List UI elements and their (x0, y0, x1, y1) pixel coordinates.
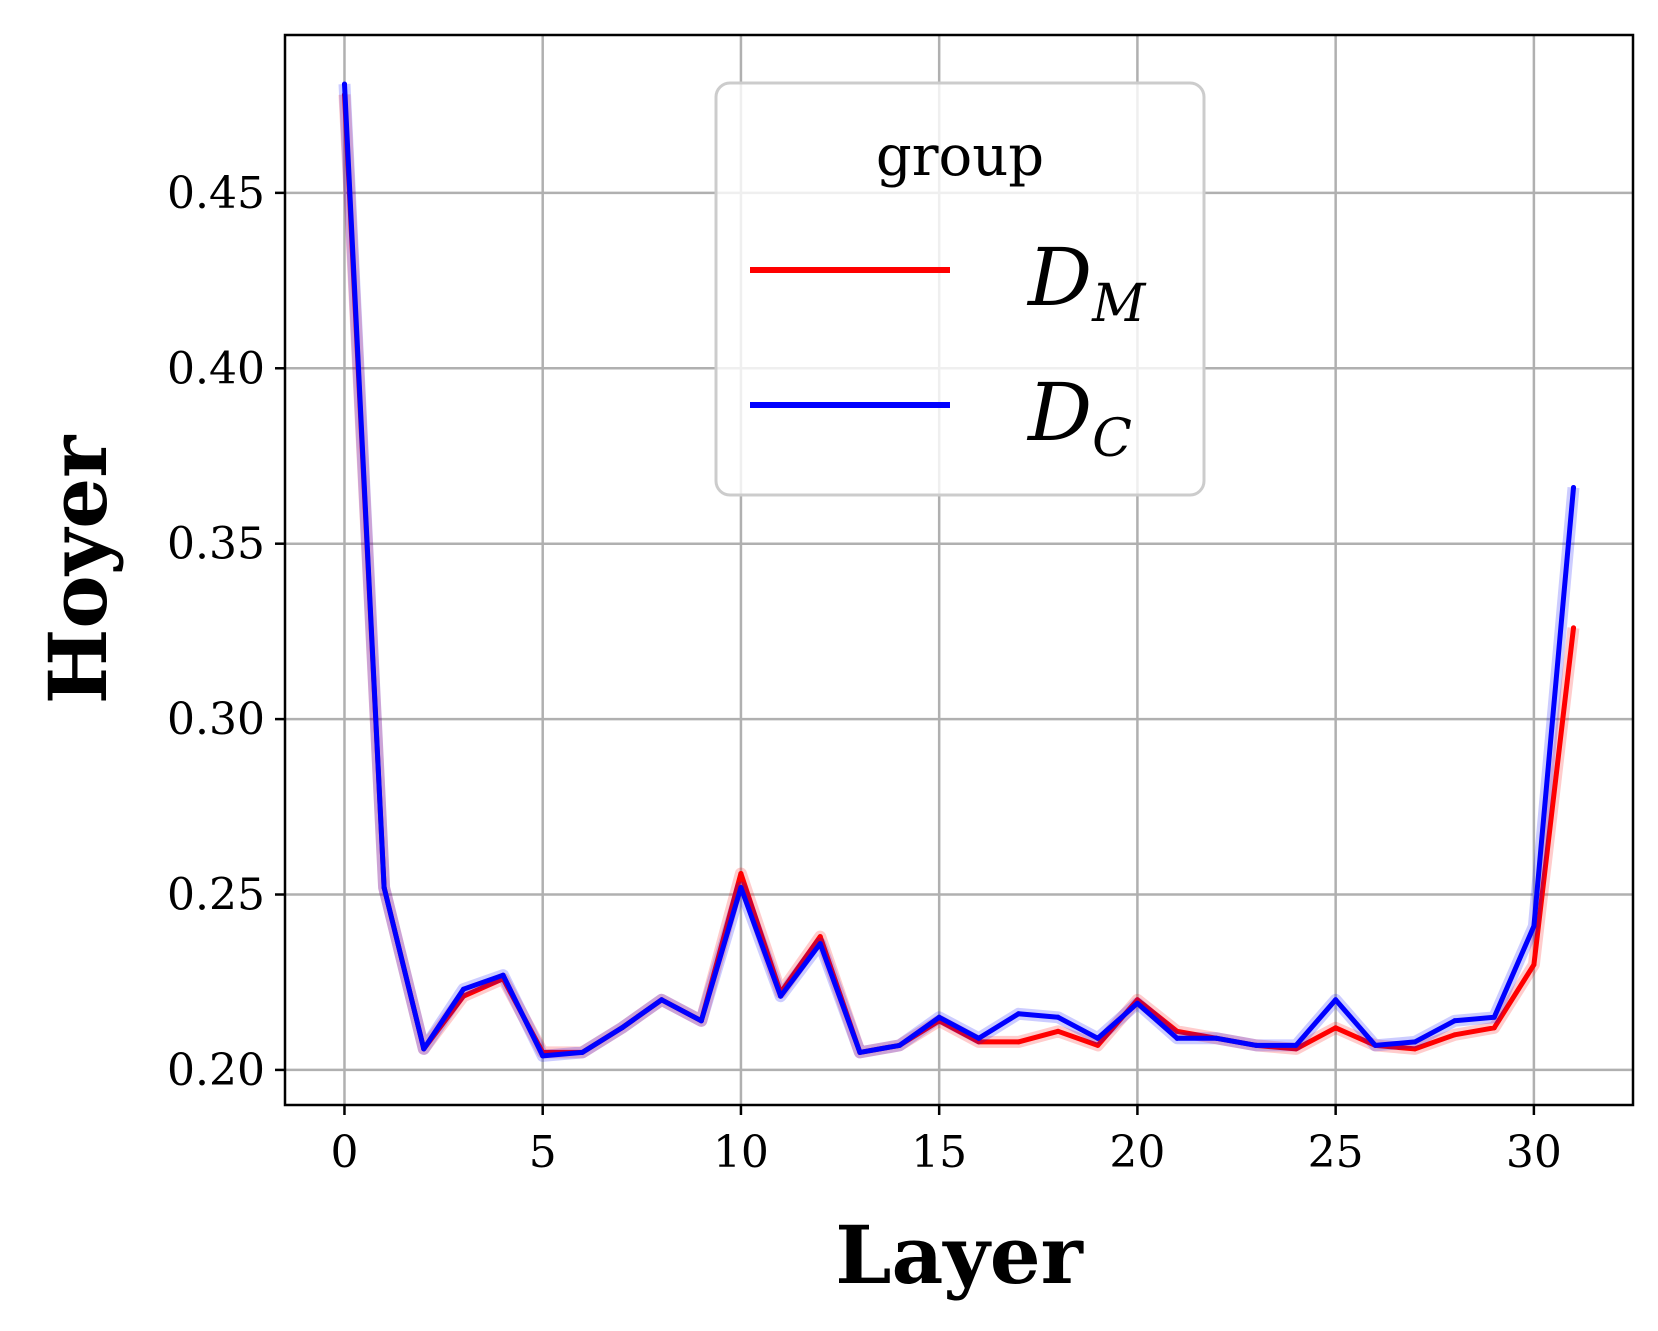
data-point-dc (1015, 1011, 1021, 1017)
x-tick-label: 15 (911, 1127, 967, 1178)
series-line-dm (342, 92, 1576, 1055)
legend-title: group (876, 124, 1044, 189)
data-point-dc (341, 81, 347, 87)
data-point-dm (1452, 1032, 1458, 1038)
data-point-dc (1491, 1014, 1497, 1020)
x-tick-label: 20 (1109, 1127, 1165, 1178)
y-tick-label: 0.45 (167, 168, 265, 219)
data-point-dm (817, 934, 823, 940)
ticks: 0 5 10 15 20 25 30 0.20 0.25 0.30 0.35 0.40 0.45 (167, 168, 1562, 1178)
data-point-dc (1531, 923, 1537, 929)
data-point-dm (1412, 1046, 1418, 1052)
y-tick-label: 0.40 (167, 343, 265, 394)
plot-frame (283, 33, 1635, 1107)
y-tick-label: 0.25 (167, 870, 265, 921)
legend-box (714, 81, 1206, 497)
data-point-dc (619, 1025, 625, 1031)
legend-label-dm: DM (1026, 231, 1147, 334)
data-point-dm (1531, 962, 1537, 968)
data-point-dc (738, 884, 744, 890)
data-point-dc (540, 1053, 546, 1059)
data-point-dc (857, 1049, 863, 1055)
x-tick-label: 10 (713, 1127, 769, 1178)
data-point-dc (1452, 1018, 1458, 1024)
x-tick-label: 30 (1506, 1127, 1562, 1178)
data-point-dc (1571, 485, 1577, 491)
data-point-dm (1333, 1025, 1339, 1031)
y-tick-label: 0.35 (167, 519, 265, 570)
data-point-dc (936, 1014, 942, 1020)
data-point-dc (1095, 1035, 1101, 1041)
data-point-dc (460, 986, 466, 992)
data-point-dm (1134, 997, 1140, 1003)
data-point-dm (1055, 1028, 1061, 1034)
data-point-dm (976, 1039, 982, 1045)
data-point-dc (1134, 1000, 1140, 1006)
data-point-dm (1491, 1025, 1497, 1031)
data-point-dc (421, 1046, 427, 1052)
data-point-dm (1571, 625, 1577, 631)
data-point-dm (738, 870, 744, 876)
data-point-dc (1372, 1042, 1378, 1048)
data-point-dc (1174, 1035, 1180, 1041)
data-point-dc (778, 993, 784, 999)
x-tick-label: 5 (529, 1127, 557, 1178)
data-point-dc (1333, 997, 1339, 1003)
data-point-dc (500, 972, 506, 978)
data-point-dc (976, 1035, 982, 1041)
data-point-dc (897, 1042, 903, 1048)
data-point-dc (1253, 1042, 1259, 1048)
x-axis-label: Layer (835, 1208, 1083, 1302)
data-point-dc (1214, 1035, 1220, 1041)
x-tick-label: 0 (330, 1127, 358, 1178)
data-point-dc (817, 941, 823, 947)
x-tick-label: 25 (1308, 1127, 1364, 1178)
series-lines (338, 81, 1580, 1062)
y-tick-label: 0.20 (167, 1045, 265, 1096)
data-point-dc (381, 884, 387, 890)
data-point-dc (579, 1049, 585, 1055)
data-point-dc (659, 997, 665, 1003)
data-point-dc (1055, 1014, 1061, 1020)
data-point-dc (1412, 1039, 1418, 1045)
data-point-dm (1095, 1042, 1101, 1048)
data-point-dc (1293, 1042, 1299, 1048)
data-point-dc (698, 1018, 704, 1024)
series-line-dc (342, 81, 1576, 1059)
legend: group DM DC (714, 81, 1206, 497)
legend-label-dc: DC (1026, 366, 1132, 469)
y-axis-label: Hoyer (31, 435, 125, 704)
y-tick-label: 0.30 (167, 694, 265, 745)
data-point-dm (1174, 1028, 1180, 1034)
data-point-dm (1015, 1039, 1021, 1045)
